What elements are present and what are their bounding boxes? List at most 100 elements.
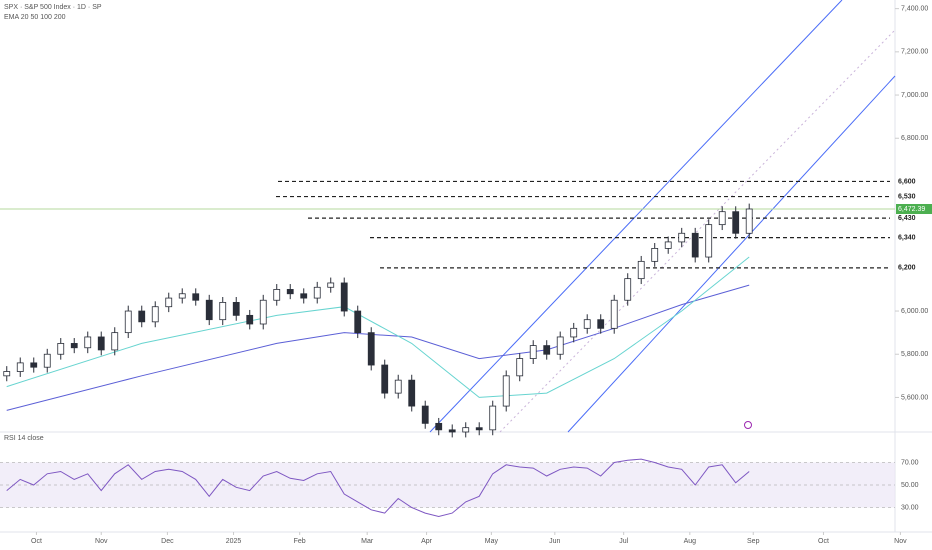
candle-body <box>313 286 321 299</box>
y-tick-label: 6,000.00 <box>901 308 928 315</box>
y-tick-label: 6,800.00 <box>901 135 928 142</box>
candle-body <box>691 232 699 258</box>
candle-body <box>462 427 470 433</box>
x-tick-label: Nov <box>95 538 108 545</box>
x-tick-label: Apr <box>421 538 433 545</box>
channel-line <box>429 0 843 433</box>
candle-body <box>354 310 362 334</box>
candle-body <box>340 282 348 312</box>
candle-body <box>165 297 173 308</box>
candle-body <box>435 422 443 431</box>
candle-body <box>16 362 24 372</box>
candle-body <box>232 301 240 316</box>
x-tick-label: Oct <box>818 538 829 545</box>
candle-body <box>151 306 159 323</box>
candle-body <box>219 301 227 321</box>
candle-body <box>651 247 659 262</box>
candle-body <box>516 358 524 377</box>
x-tick-label: Mar <box>361 538 374 545</box>
moving-average <box>6 284 750 411</box>
event-marker <box>744 421 752 429</box>
candle-body <box>178 293 186 299</box>
level-label: 6,430 <box>898 215 916 222</box>
x-tick-label: Feb <box>294 538 306 545</box>
candle-body <box>556 336 564 355</box>
candle-body <box>529 345 537 359</box>
indicator-legend: EMA 20 50 100 200 <box>4 14 66 21</box>
y-tick-label: 7,200.00 <box>901 49 928 56</box>
x-tick-label: May <box>485 538 499 545</box>
candle-body <box>543 345 551 355</box>
y-tick-label: 5,600.00 <box>901 394 928 401</box>
candle-body <box>448 429 456 433</box>
candle-body <box>259 299 267 325</box>
candle-body <box>705 224 713 258</box>
candle-body <box>124 310 132 334</box>
x-tick-label: Jun <box>549 538 560 545</box>
candle-body <box>381 364 389 394</box>
candle-body <box>205 299 213 321</box>
candle-body <box>502 375 510 407</box>
candle-body <box>610 299 618 329</box>
last-price-label: 6,472.39 <box>898 206 925 213</box>
rsi-line <box>6 458 750 518</box>
candle-body <box>583 319 591 329</box>
rsi-tick-label: 70.00 <box>901 459 919 466</box>
rsi-title: RSI 14 close <box>4 435 44 442</box>
candle-body <box>84 336 92 349</box>
x-tick-label: Aug <box>684 538 697 545</box>
last-price-badge <box>896 204 932 215</box>
x-tick-label: Dec <box>161 538 174 545</box>
level-label: 6,530 <box>898 193 916 200</box>
candle-body <box>30 362 38 368</box>
x-tick-label: Sep <box>747 538 760 545</box>
level-label: 6,200 <box>898 265 916 272</box>
candle-body <box>570 327 578 338</box>
level-label: 6,600 <box>898 178 916 185</box>
candle-body <box>408 379 416 407</box>
candle-body <box>97 336 105 351</box>
candle-body <box>192 293 200 301</box>
candle-body <box>718 211 726 226</box>
candle-body <box>475 427 483 431</box>
x-tick-label: Oct <box>31 538 42 545</box>
candle-body <box>678 232 686 243</box>
x-tick-label: Jul <box>619 538 628 545</box>
candle-body <box>624 278 632 301</box>
candle-body <box>300 293 308 299</box>
candle-body <box>664 241 672 249</box>
y-tick-label: 7,000.00 <box>901 92 928 99</box>
candle-body <box>597 319 605 329</box>
level-label: 6,340 <box>898 234 916 241</box>
candle-body <box>421 405 429 424</box>
chart-title: SPX · S&P 500 Index · 1D · SP <box>4 4 102 11</box>
candle-body <box>111 332 119 351</box>
channel-line <box>567 75 896 433</box>
candle-body <box>273 289 281 301</box>
moving-average <box>6 256 750 398</box>
candle-body <box>138 310 146 323</box>
candle-body <box>246 314 254 325</box>
candle-body <box>367 332 375 366</box>
x-tick-label: Nov <box>894 538 907 545</box>
candle-body <box>394 379 402 394</box>
candle-body <box>745 208 753 234</box>
candle-body <box>43 353 51 368</box>
candle-body <box>286 289 294 295</box>
rsi-tick-label: 50.00 <box>901 482 919 489</box>
candle-body <box>3 371 11 377</box>
candle-body <box>57 343 65 355</box>
candle-body <box>732 211 740 234</box>
candle-body <box>637 260 645 280</box>
rsi-tick-label: 30.00 <box>901 504 919 511</box>
channel-median <box>499 29 896 433</box>
candle-body <box>327 282 335 288</box>
x-tick-label: 2025 <box>226 538 242 545</box>
y-tick-label: 5,800.00 <box>901 351 928 358</box>
candle-body <box>70 343 78 349</box>
y-tick-label: 7,400.00 <box>901 5 928 12</box>
candle-body <box>489 405 497 431</box>
